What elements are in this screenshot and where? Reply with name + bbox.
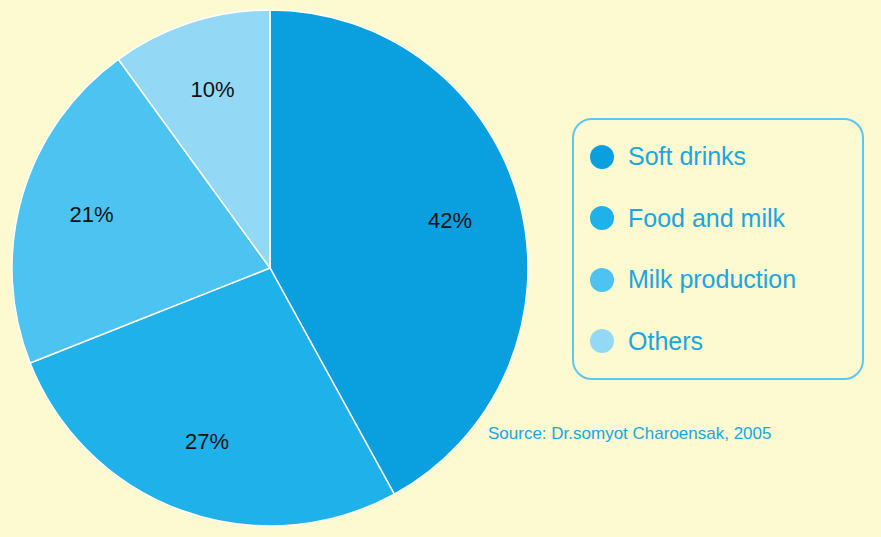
svg-text:27%: 27%: [185, 429, 229, 454]
html-text:Others: Others: [628, 327, 703, 355]
svg-text:10%: 10%: [191, 77, 235, 102]
html-text:Source: Dr.somyot Charoensak,: Source: Dr.somyot Charoensak, 2005: [488, 424, 772, 443]
svg-text:42%: 42%: [428, 208, 472, 233]
html-text:Soft drinks: Soft drinks: [628, 142, 747, 170]
html-text:Milk production: Milk production: [628, 265, 797, 294]
svg-text:21%: 21%: [70, 202, 114, 227]
html-text:Food and milk: Food and milk: [628, 203, 785, 232]
